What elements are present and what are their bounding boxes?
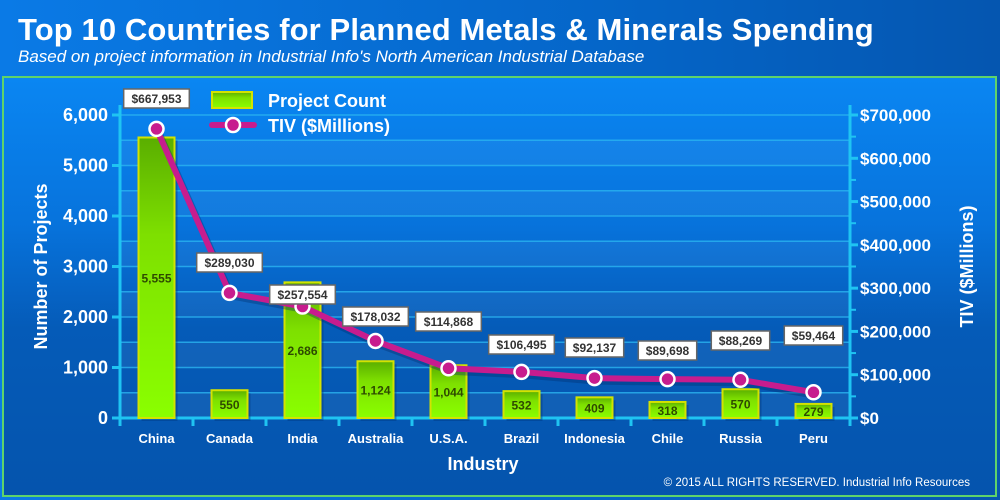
- tiv-value-label: $106,495: [496, 338, 546, 352]
- tiv-label-box: [195, 252, 264, 273]
- x-tick-label: India: [287, 431, 318, 446]
- bar-brazil: [502, 390, 541, 420]
- tiv-label-box: [783, 325, 844, 346]
- bar-value-label: 570: [730, 398, 750, 412]
- y-tick-label: 1,000: [63, 358, 108, 378]
- x-axis-title: Industry: [447, 454, 518, 474]
- tiv-label-box: [710, 330, 771, 351]
- tiv-point: [732, 371, 749, 389]
- y-tick-label: 3,000: [63, 257, 108, 277]
- bar-canada: [210, 389, 249, 420]
- bar-china: [137, 136, 176, 419]
- grid-band: [120, 140, 850, 166]
- copyright-notice: © 2015 ALL RIGHTS RESERVED. Industrial I…: [663, 477, 970, 489]
- tiv-value-label: $59,464: [792, 329, 836, 343]
- tiv-point: [659, 370, 676, 388]
- tiv-point: [440, 360, 457, 377]
- tiv-label-box: [341, 306, 410, 327]
- tiv-label-box: [637, 340, 698, 361]
- x-tick-label: Peru: [799, 431, 828, 446]
- tiv-label-box: [414, 311, 483, 332]
- bar-indonesia: [575, 396, 614, 419]
- y2-tick-label: $600,000: [860, 149, 931, 168]
- y2-tick-label: $200,000: [860, 322, 931, 341]
- bar-value-label: 409: [584, 402, 604, 416]
- y-tick-label: 6,000: [63, 105, 108, 125]
- y-tick-label: 5,000: [63, 156, 108, 176]
- y2-tick-label: $0: [860, 409, 879, 428]
- chart-title: Top 10 Countries for Planned Metals & Mi…: [18, 12, 874, 47]
- tiv-value-label: $257,554: [277, 288, 327, 302]
- tiv-label-box: [122, 88, 191, 109]
- tiv-value-label: $92,137: [573, 341, 617, 355]
- y-tick-label: 0: [98, 408, 108, 428]
- tiv-point: [148, 120, 165, 138]
- bar-russia: [721, 388, 760, 419]
- tiv-label-box: [487, 334, 556, 355]
- x-tick-label: Chile: [652, 431, 684, 446]
- tiv-point: [586, 369, 603, 387]
- y2-tick-label: $100,000: [860, 366, 931, 385]
- tiv-label-box: [564, 337, 625, 358]
- x-tick-label: China: [138, 431, 175, 446]
- bar-value-label: 5,555: [141, 272, 171, 286]
- tiv-value-label: $88,269: [719, 334, 763, 348]
- bar-chile: [648, 400, 687, 420]
- bar-value-label: 318: [657, 404, 677, 418]
- x-tick-label: Brazil: [504, 431, 539, 446]
- y2-tick-label: $400,000: [860, 236, 931, 255]
- bar-value-label: 550: [219, 398, 239, 412]
- bar-australia: [356, 360, 395, 420]
- tiv-value-label: $178,032: [350, 310, 400, 324]
- legend-bar-swatch: [211, 91, 253, 109]
- x-tick-label: Canada: [206, 431, 254, 446]
- x-tick-label: U.S.A.: [429, 431, 467, 446]
- tiv-value-label: $89,698: [646, 344, 690, 358]
- grid-band: [120, 190, 850, 216]
- y2-tick-label: $700,000: [860, 106, 931, 125]
- legend-line-marker: [224, 116, 242, 134]
- tiv-point: [221, 284, 238, 302]
- y2-axis-title: TIV ($Millions): [957, 205, 977, 327]
- tiv-label-box: [268, 284, 337, 305]
- tiv-point: [805, 384, 822, 401]
- y-tick-label: 2,000: [63, 307, 108, 327]
- tiv-value-label: $289,030: [204, 256, 254, 270]
- bar-value-label: 532: [511, 399, 531, 413]
- bar-peru: [794, 402, 833, 419]
- y2-tick-label: $500,000: [860, 193, 931, 212]
- bar-value-label: 2,686: [287, 344, 317, 358]
- bar-value-label: 279: [803, 405, 823, 419]
- x-tick-label: Australia: [348, 431, 404, 446]
- y-axis-title: Number of Projects: [31, 183, 51, 349]
- legend-label-tiv: TIV ($Millions): [268, 116, 390, 136]
- y2-tick-label: $300,000: [860, 279, 931, 298]
- bar-value-label: 1,124: [360, 384, 390, 398]
- y-tick-label: 4,000: [63, 206, 108, 226]
- bar-value-label: 1,044: [433, 386, 463, 400]
- chart-subtitle: Based on project information in Industri…: [18, 47, 645, 66]
- x-tick-label: Indonesia: [564, 431, 625, 446]
- tiv-value-label: $667,953: [131, 92, 181, 106]
- x-tick-label: Russia: [719, 431, 762, 446]
- legend-label-project-count: Project Count: [268, 91, 386, 111]
- tiv-value-label: $114,868: [424, 315, 474, 329]
- tiv-line: [153, 127, 815, 396]
- tiv-point: [513, 363, 530, 381]
- tiv-point: [367, 332, 384, 350]
